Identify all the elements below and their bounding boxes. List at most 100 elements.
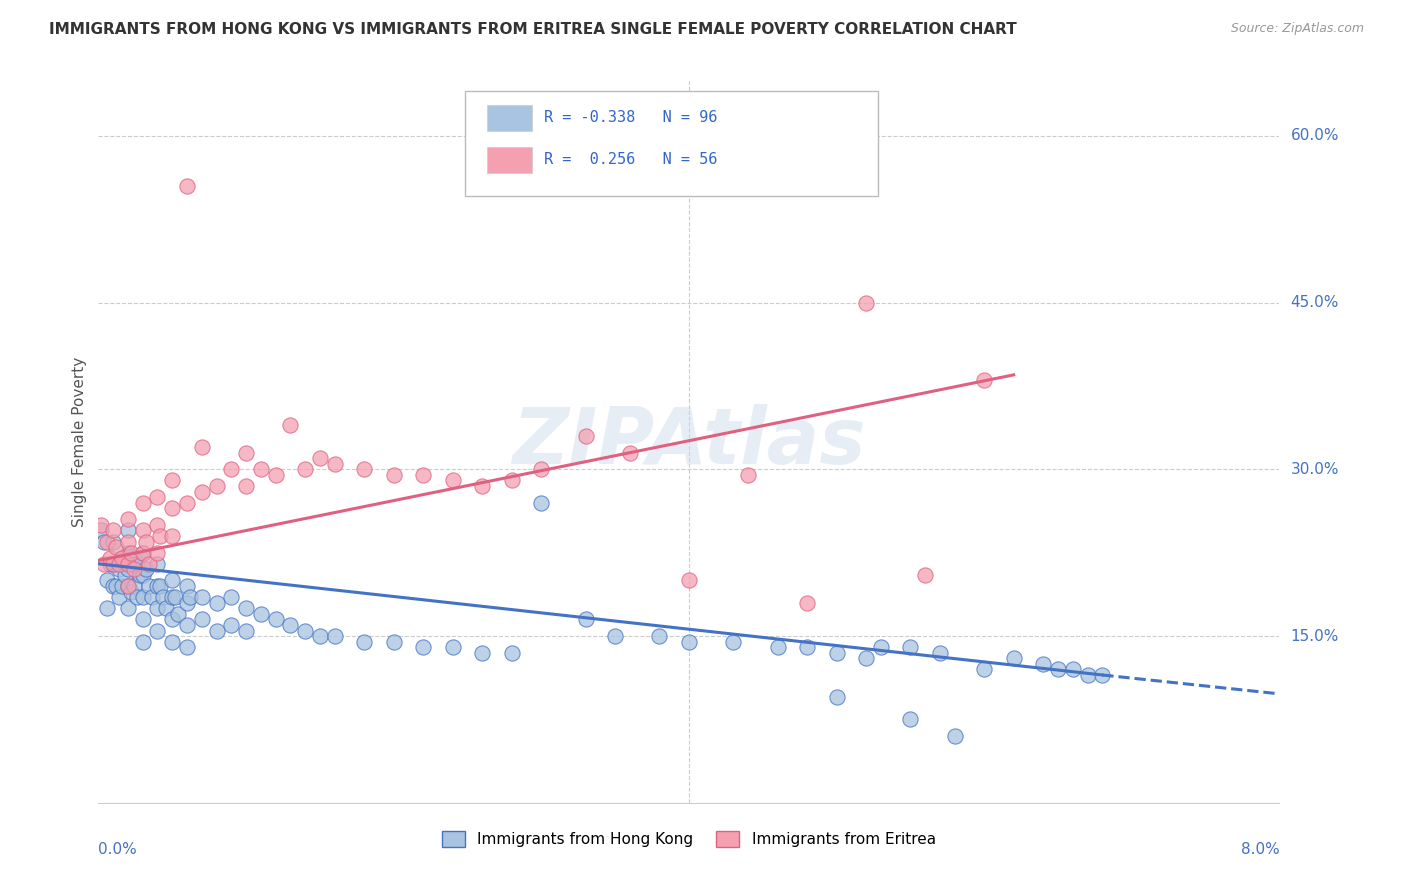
Point xyxy=(125,590,148,604)
Point xyxy=(111,579,134,593)
Point xyxy=(108,590,131,604)
Point xyxy=(1077,668,1099,682)
Point xyxy=(125,557,148,571)
Point xyxy=(176,618,198,632)
Point xyxy=(146,579,169,593)
Point xyxy=(294,462,316,476)
Point xyxy=(146,601,169,615)
Point xyxy=(264,467,287,482)
Point xyxy=(221,462,243,476)
Point xyxy=(855,651,877,665)
Point xyxy=(855,295,877,310)
Point xyxy=(152,590,174,604)
Point xyxy=(825,646,848,660)
Point xyxy=(1046,662,1070,676)
Text: 60.0%: 60.0% xyxy=(1291,128,1339,144)
Point xyxy=(162,474,183,488)
Point xyxy=(162,634,183,648)
Point xyxy=(117,546,139,560)
Point xyxy=(114,568,136,582)
Point xyxy=(353,634,375,648)
Point xyxy=(117,601,139,615)
Text: ZIPAtlas: ZIPAtlas xyxy=(512,403,866,480)
Point xyxy=(122,562,145,576)
Point xyxy=(605,629,627,643)
Point xyxy=(900,713,922,727)
Point xyxy=(929,646,952,660)
Point xyxy=(108,557,131,571)
Point xyxy=(441,640,464,655)
Point xyxy=(323,629,346,643)
Point xyxy=(132,568,155,582)
Point xyxy=(105,579,128,593)
Text: 15.0%: 15.0% xyxy=(1291,629,1339,643)
Point xyxy=(176,596,198,610)
Point xyxy=(149,529,172,543)
Point xyxy=(103,557,125,571)
Point xyxy=(162,574,183,588)
Point xyxy=(132,524,155,538)
Point xyxy=(191,440,214,454)
Point xyxy=(575,612,598,626)
Point xyxy=(176,178,198,193)
Point xyxy=(98,551,121,566)
Point xyxy=(441,474,464,488)
Point xyxy=(167,607,190,621)
Point xyxy=(132,546,155,560)
Point xyxy=(648,629,671,643)
Point xyxy=(766,640,789,655)
Point xyxy=(191,590,214,604)
Point xyxy=(117,524,139,538)
Point xyxy=(146,546,169,560)
Point xyxy=(132,546,155,560)
Point xyxy=(135,534,157,549)
Point xyxy=(280,618,302,632)
Point xyxy=(132,612,155,626)
Point xyxy=(103,579,125,593)
Point xyxy=(382,634,405,648)
Point xyxy=(501,646,523,660)
Y-axis label: Single Female Poverty: Single Female Poverty xyxy=(72,357,87,526)
Bar xyxy=(486,147,531,173)
Point xyxy=(117,512,139,526)
FancyBboxPatch shape xyxy=(464,91,877,196)
Point xyxy=(309,451,332,466)
Point xyxy=(412,640,434,655)
Point xyxy=(162,501,183,516)
Point xyxy=(138,557,160,571)
Point xyxy=(176,579,198,593)
Point xyxy=(914,568,936,582)
Point xyxy=(973,662,995,676)
Point xyxy=(98,557,121,571)
Text: 8.0%: 8.0% xyxy=(1240,842,1279,856)
Point xyxy=(132,496,155,510)
Text: Source: ZipAtlas.com: Source: ZipAtlas.com xyxy=(1230,22,1364,36)
Point xyxy=(176,496,198,510)
Text: IMMIGRANTS FROM HONG KONG VS IMMIGRANTS FROM ERITREA SINGLE FEMALE POVERTY CORRE: IMMIGRANTS FROM HONG KONG VS IMMIGRANTS … xyxy=(49,22,1017,37)
Point xyxy=(135,562,157,576)
Point xyxy=(105,540,128,554)
Point xyxy=(235,601,257,615)
Point xyxy=(678,634,700,648)
Point xyxy=(132,634,155,648)
Point xyxy=(1062,662,1084,676)
Point xyxy=(382,467,405,482)
Point xyxy=(111,551,134,566)
Point xyxy=(108,562,131,576)
Point xyxy=(122,579,145,593)
Point xyxy=(973,373,995,387)
Point xyxy=(146,557,169,571)
Point xyxy=(235,445,257,459)
Point xyxy=(111,551,134,566)
Point xyxy=(796,640,818,655)
Point xyxy=(138,579,160,593)
Point xyxy=(900,640,922,655)
Point xyxy=(120,584,142,599)
Point xyxy=(96,534,118,549)
Point xyxy=(235,624,257,638)
Point xyxy=(737,467,759,482)
Point xyxy=(353,462,375,476)
Point xyxy=(93,557,115,571)
Point xyxy=(205,624,228,638)
Point xyxy=(471,646,494,660)
